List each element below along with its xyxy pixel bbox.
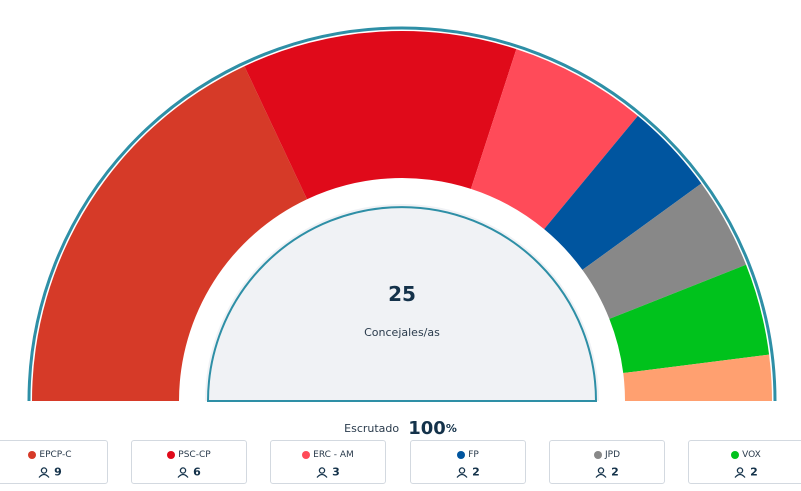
party-slice-epcp-c[interactable] (32, 66, 308, 401)
party-card-jpd[interactable]: JPD 2 (549, 440, 665, 484)
person-icon (316, 466, 328, 478)
total-seats-label: Concejales/as (364, 326, 440, 339)
party-name: VOX (742, 450, 761, 460)
party-name: PSC-CP (178, 450, 211, 460)
party-card-erc-am[interactable]: ERC - AM 3 (270, 440, 386, 484)
person-icon (595, 466, 607, 478)
party-slice-vox[interactable] (609, 264, 770, 374)
party-slice-psc-cp[interactable] (244, 30, 517, 200)
person-icon (734, 466, 746, 478)
party-card-epcp-c[interactable]: EPCP-C 9 (0, 440, 108, 484)
person-icon (177, 466, 189, 478)
party-card-psc-cp[interactable]: PSC-CP 6 (131, 440, 247, 484)
person-icon (456, 466, 468, 478)
person-icon (38, 466, 50, 478)
party-name: JPD (604, 450, 620, 460)
scrutiny-value: 100 (408, 418, 446, 439)
party-name: ERC - AM (313, 450, 354, 460)
party-slice-other[interactable] (623, 354, 772, 401)
party-seats: 6 (193, 465, 201, 479)
party-seats: 2 (750, 465, 758, 479)
party-slice-erc-am[interactable] (470, 49, 638, 230)
party-card-vox[interactable]: VOX 2 (688, 440, 801, 484)
party-card-fp[interactable]: FP 2 (410, 440, 526, 484)
party-slice-jpd[interactable] (582, 183, 747, 319)
center-area (205, 204, 599, 401)
party-color-dot (593, 451, 602, 459)
party-slice-fp[interactable] (544, 115, 702, 270)
party-cards: EPCP-C 9 PSC-CP 6 ERC - AM 3 FP 2 JPD 2 … (0, 440, 801, 486)
party-color-dot (28, 451, 37, 459)
party-seats: 2 (611, 465, 619, 479)
party-color-dot (457, 451, 466, 459)
party-name: EPCP-C (39, 450, 72, 460)
total-seats: 25 (388, 282, 416, 306)
party-slices (32, 30, 772, 401)
hemicycle-chart (27, 26, 777, 402)
party-seats: 9 (54, 465, 62, 479)
party-color-dot (302, 451, 311, 459)
scrutiny-label: Escrutado (344, 422, 400, 435)
scrutiny-unit: % (445, 422, 457, 435)
party-seats: 3 (332, 465, 340, 479)
party-name: FP (468, 450, 479, 460)
party-seats: 2 (472, 465, 480, 479)
outer-outline (27, 26, 777, 402)
inner-outline (206, 206, 598, 402)
party-color-dot (731, 451, 740, 459)
scrutiny-status: Escrutado 100% (0, 418, 801, 439)
party-color-dot (167, 451, 176, 459)
